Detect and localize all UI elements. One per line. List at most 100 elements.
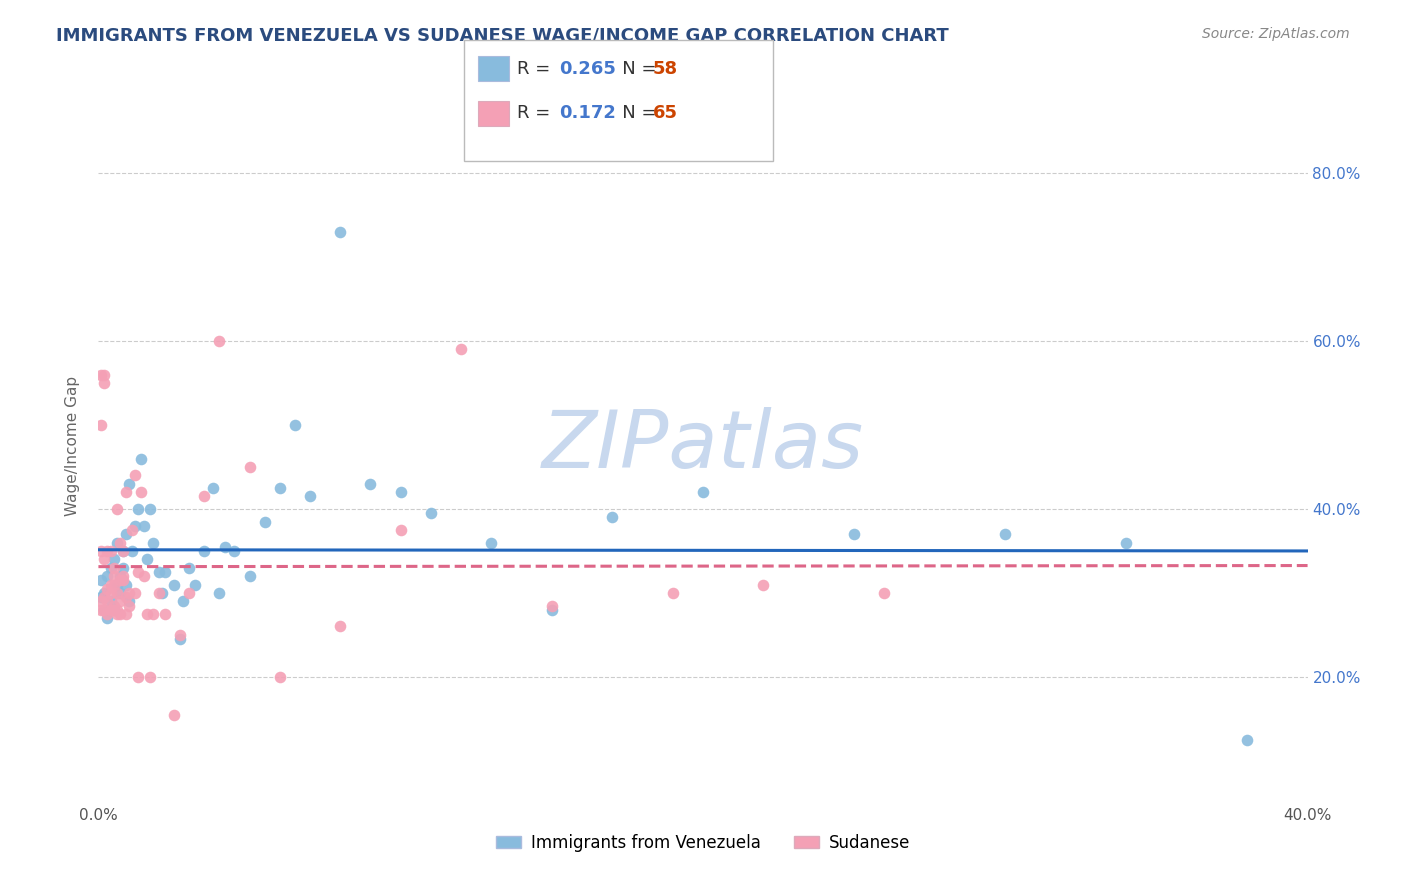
Point — [114, 577, 136, 591]
Point — [108, 574, 131, 588]
Point — [1115, 535, 1137, 549]
Point — [873, 586, 896, 600]
Point — [100, 560, 122, 574]
Legend: Immigrants from Venezuela, Sudanese: Immigrants from Venezuela, Sudanese — [489, 828, 917, 859]
Point — [118, 594, 141, 608]
Point — [132, 518, 155, 533]
Point — [602, 510, 624, 524]
Point — [111, 544, 134, 558]
Point — [420, 506, 443, 520]
Point — [269, 481, 291, 495]
Point — [169, 628, 191, 642]
Point — [127, 502, 149, 516]
Point — [169, 632, 191, 646]
Point — [108, 535, 131, 549]
Point — [150, 586, 173, 600]
Point — [163, 577, 186, 591]
Point — [661, 586, 683, 600]
Point — [93, 603, 115, 617]
Point — [96, 582, 118, 596]
Point — [100, 586, 122, 600]
Point — [90, 417, 112, 432]
Point — [114, 607, 136, 621]
Point — [114, 485, 136, 500]
Point — [139, 502, 162, 516]
Point — [214, 540, 236, 554]
Point — [129, 451, 152, 466]
Point — [208, 334, 231, 348]
Point — [179, 560, 201, 574]
Point — [193, 489, 215, 503]
Point — [148, 565, 170, 579]
Point — [389, 523, 412, 537]
Point — [121, 523, 143, 537]
Point — [105, 535, 128, 549]
Point — [105, 502, 128, 516]
Point — [108, 607, 131, 621]
Point — [111, 574, 134, 588]
Point — [124, 518, 146, 533]
Point — [100, 577, 122, 591]
Point — [108, 586, 131, 600]
Point — [100, 544, 122, 558]
Point — [284, 417, 307, 432]
Text: 58: 58 — [652, 60, 678, 78]
Point — [96, 544, 118, 558]
Point — [111, 569, 134, 583]
Point — [93, 368, 115, 382]
Point — [994, 527, 1017, 541]
Point — [481, 535, 503, 549]
Point — [108, 569, 131, 583]
Point — [153, 565, 176, 579]
Point — [224, 544, 246, 558]
Point — [103, 552, 125, 566]
Text: ZIPatlas: ZIPatlas — [541, 407, 865, 485]
Point — [269, 670, 291, 684]
Point — [193, 544, 215, 558]
Point — [103, 577, 125, 591]
Point — [142, 535, 165, 549]
Point — [1236, 732, 1258, 747]
Y-axis label: Wage/Income Gap: Wage/Income Gap — [65, 376, 80, 516]
Point — [93, 586, 115, 600]
Point — [239, 569, 262, 583]
Point — [90, 574, 112, 588]
Point — [202, 481, 225, 495]
Point — [132, 569, 155, 583]
Text: Source: ZipAtlas.com: Source: ZipAtlas.com — [1202, 27, 1350, 41]
Point — [360, 476, 382, 491]
Point — [100, 594, 122, 608]
Point — [124, 586, 146, 600]
Point — [90, 594, 112, 608]
Point — [118, 599, 141, 613]
Text: 0.172: 0.172 — [560, 104, 616, 122]
Point — [389, 485, 412, 500]
Point — [90, 368, 112, 382]
Point — [93, 603, 115, 617]
Point — [105, 603, 128, 617]
Point — [93, 590, 115, 604]
Point — [96, 607, 118, 621]
Point — [127, 670, 149, 684]
Text: N =: N = — [605, 104, 662, 122]
Point — [93, 552, 115, 566]
Point — [121, 544, 143, 558]
Point — [93, 376, 115, 390]
Point — [111, 544, 134, 558]
Point — [329, 619, 352, 633]
Point — [127, 565, 149, 579]
Point — [450, 343, 472, 357]
Point — [103, 560, 125, 574]
Text: 0.265: 0.265 — [560, 60, 616, 78]
Text: R =: R = — [517, 60, 557, 78]
Point — [135, 607, 157, 621]
Point — [752, 577, 775, 591]
Point — [124, 468, 146, 483]
Point — [299, 489, 322, 503]
Point — [108, 594, 131, 608]
Point — [90, 544, 112, 558]
Point — [129, 485, 152, 500]
Point — [103, 603, 125, 617]
Text: R =: R = — [517, 104, 557, 122]
Point — [253, 515, 276, 529]
